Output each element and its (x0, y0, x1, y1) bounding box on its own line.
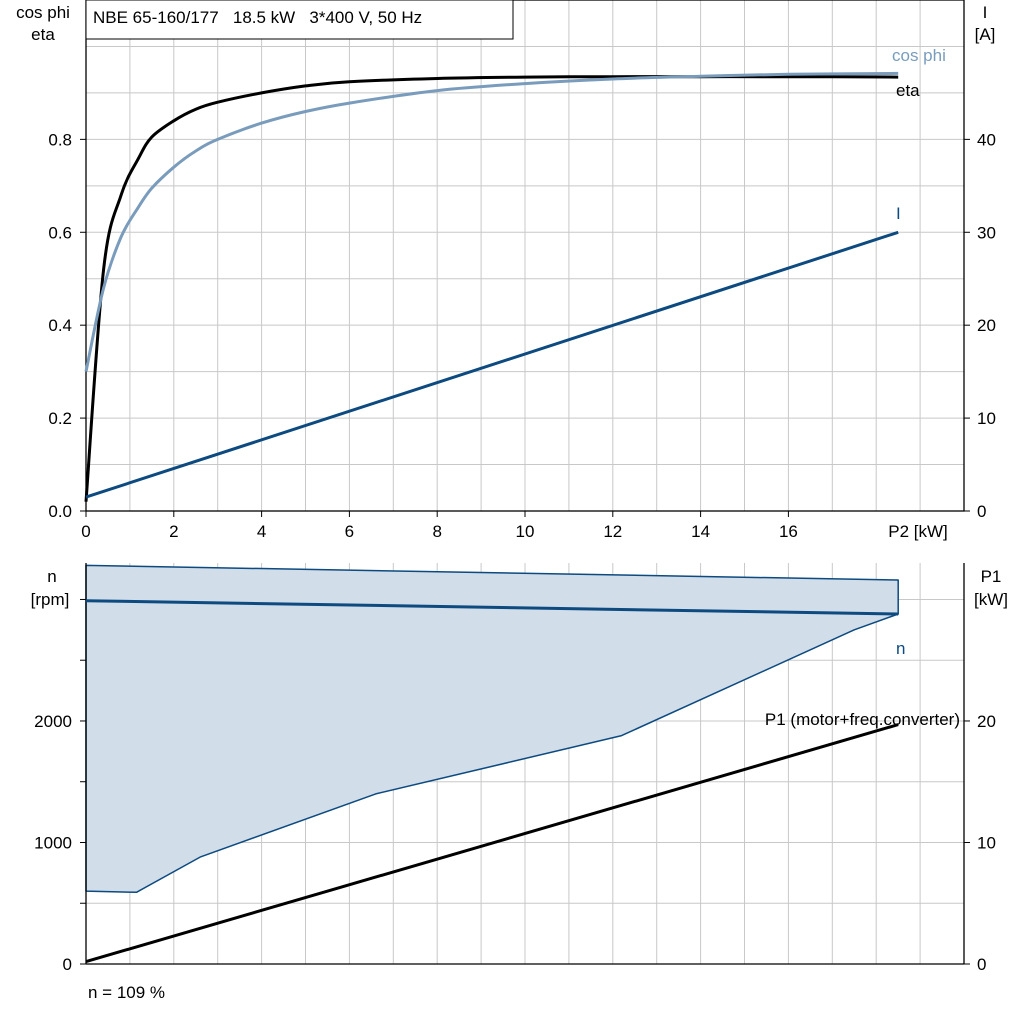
x-tick-label: 8 (432, 522, 441, 541)
y-left-tick-label: 0.0 (48, 502, 72, 521)
footer-note: n = 109 % (88, 983, 165, 1002)
bottom-y-left-tick-label: 1000 (34, 833, 72, 852)
bottom-area (85, 564, 899, 894)
top-ticks: 0 2 4 6 8 10 12 14 16 0.0 0.2 0.4 0.6 0.8 0 10 20 30 40 (48, 130, 996, 541)
y-right-tick-label: 30 (977, 223, 996, 242)
bottom-ticks: 0 1000 2000 0 10 20 (34, 598, 996, 974)
y-right-tick-label: 10 (977, 409, 996, 428)
y-left-tick-label: 0.8 (48, 130, 72, 149)
x-tick-label: 6 (345, 522, 354, 541)
bottom-y-left-tick-label: 0 (63, 955, 72, 974)
bottom-chart: n [rpm] P1 [kW] 0 1000 2000 0 10 20 n P1 (mot… (31, 563, 1008, 1002)
y-right-tick-label: 0 (977, 502, 986, 521)
y-left-tick-label: 0.2 (48, 409, 72, 428)
series-label-eta: eta (896, 81, 920, 100)
bottom-left-axis-label-1: n (47, 567, 56, 586)
header-box (85, 0, 514, 40)
x-tick-label: 4 (257, 522, 266, 541)
x-tick-label: 2 (169, 522, 178, 541)
y-left-tick-label: 0.4 (48, 316, 72, 335)
operating-range-area (85, 564, 899, 894)
cos-phi-curve (84, 71, 899, 372)
p1-curve (85, 723, 899, 964)
x-axis-label: P2 [kW] (888, 522, 948, 541)
bottom-series (85, 599, 899, 964)
y-right-tick-label: 40 (977, 130, 996, 149)
top-left-axis-label-2: eta (31, 25, 55, 44)
bottom-y-right-tick-label: 0 (977, 955, 986, 974)
speed-curve (85, 599, 899, 616)
series-label-n: n (896, 639, 905, 658)
bottom-y-left-tick-label: 2000 (34, 712, 72, 731)
eta-curve (84, 75, 899, 502)
bottom-right-axis-label-1: P1 (981, 567, 1002, 586)
bottom-y-right-tick-label: 10 (977, 833, 996, 852)
top-right-axis-label-1: I (983, 3, 988, 22)
bottom-right-axis-label-2: [kW] (974, 590, 1008, 609)
top-series (84, 71, 899, 502)
y-left-tick-label: 0.6 (48, 223, 72, 242)
bottom-left-axis-label-2: [rpm] (31, 590, 70, 609)
x-tick-label: 16 (779, 522, 798, 541)
top-chart: NBE 65-160/177 18.5 kW 3*400 V, 50 Hz co… (16, 0, 996, 541)
current-curve (85, 230, 899, 499)
series-label-p1: P1 (motor+freq.converter) (765, 710, 960, 729)
x-tick-label: 10 (516, 522, 535, 541)
x-tick-label: 12 (603, 522, 622, 541)
top-grid (86, 0, 964, 511)
bottom-y-right-tick-label: 20 (977, 712, 996, 731)
series-label-current: I (896, 204, 901, 223)
top-left-axis-label-1: cos phi (16, 3, 70, 22)
x-tick-label: 0 (81, 522, 90, 541)
x-tick-label: 14 (691, 522, 710, 541)
top-right-axis-label-2: [A] (975, 25, 996, 44)
series-label-cos-phi: cos phi (892, 46, 946, 65)
y-right-tick-label: 20 (977, 316, 996, 335)
header-title: NBE 65-160/177 18.5 kW 3*400 V, 50 Hz (93, 8, 422, 27)
